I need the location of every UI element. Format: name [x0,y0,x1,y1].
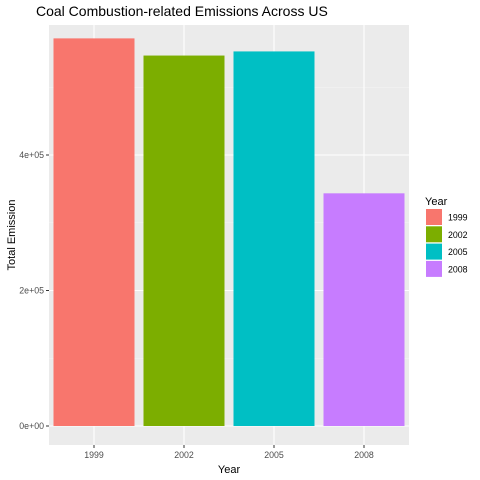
bar-1999 [53,38,135,426]
x-tick-label: 1999 [84,450,104,460]
bar-2005 [233,51,315,426]
legend-label: 2008 [448,264,468,274]
y-tick-label: 0e+00 [19,421,44,431]
legend-label: 2005 [448,247,468,257]
x-tick-label: 2002 [174,450,194,460]
chart-title: Coal Combustion-related Emissions Across… [36,3,328,19]
legend-key [426,226,442,243]
legend-key [426,209,442,225]
legend-label: 2002 [448,230,468,240]
x-tick-label: 2008 [354,450,374,460]
x-axis-title: Year [218,464,241,476]
x-tick-label: 2005 [264,450,284,460]
legend: Year 1999 2002 2005 2008 [425,196,468,277]
bar-2008 [323,193,405,426]
y-axis-ticks: 0e+00 2e+05 4e+05 [19,150,49,431]
legend-label: 1999 [448,213,468,223]
legend-key [426,260,442,277]
bars [53,38,405,427]
x-axis-ticks: 1999 2002 2005 2008 [84,445,374,460]
y-axis-title: Total Emission [6,200,18,271]
legend-key [426,243,442,260]
y-tick-label: 2e+05 [19,286,44,296]
y-tick-label: 4e+05 [19,150,44,160]
legend-title: Year [425,196,448,208]
bar-2002 [143,55,225,427]
